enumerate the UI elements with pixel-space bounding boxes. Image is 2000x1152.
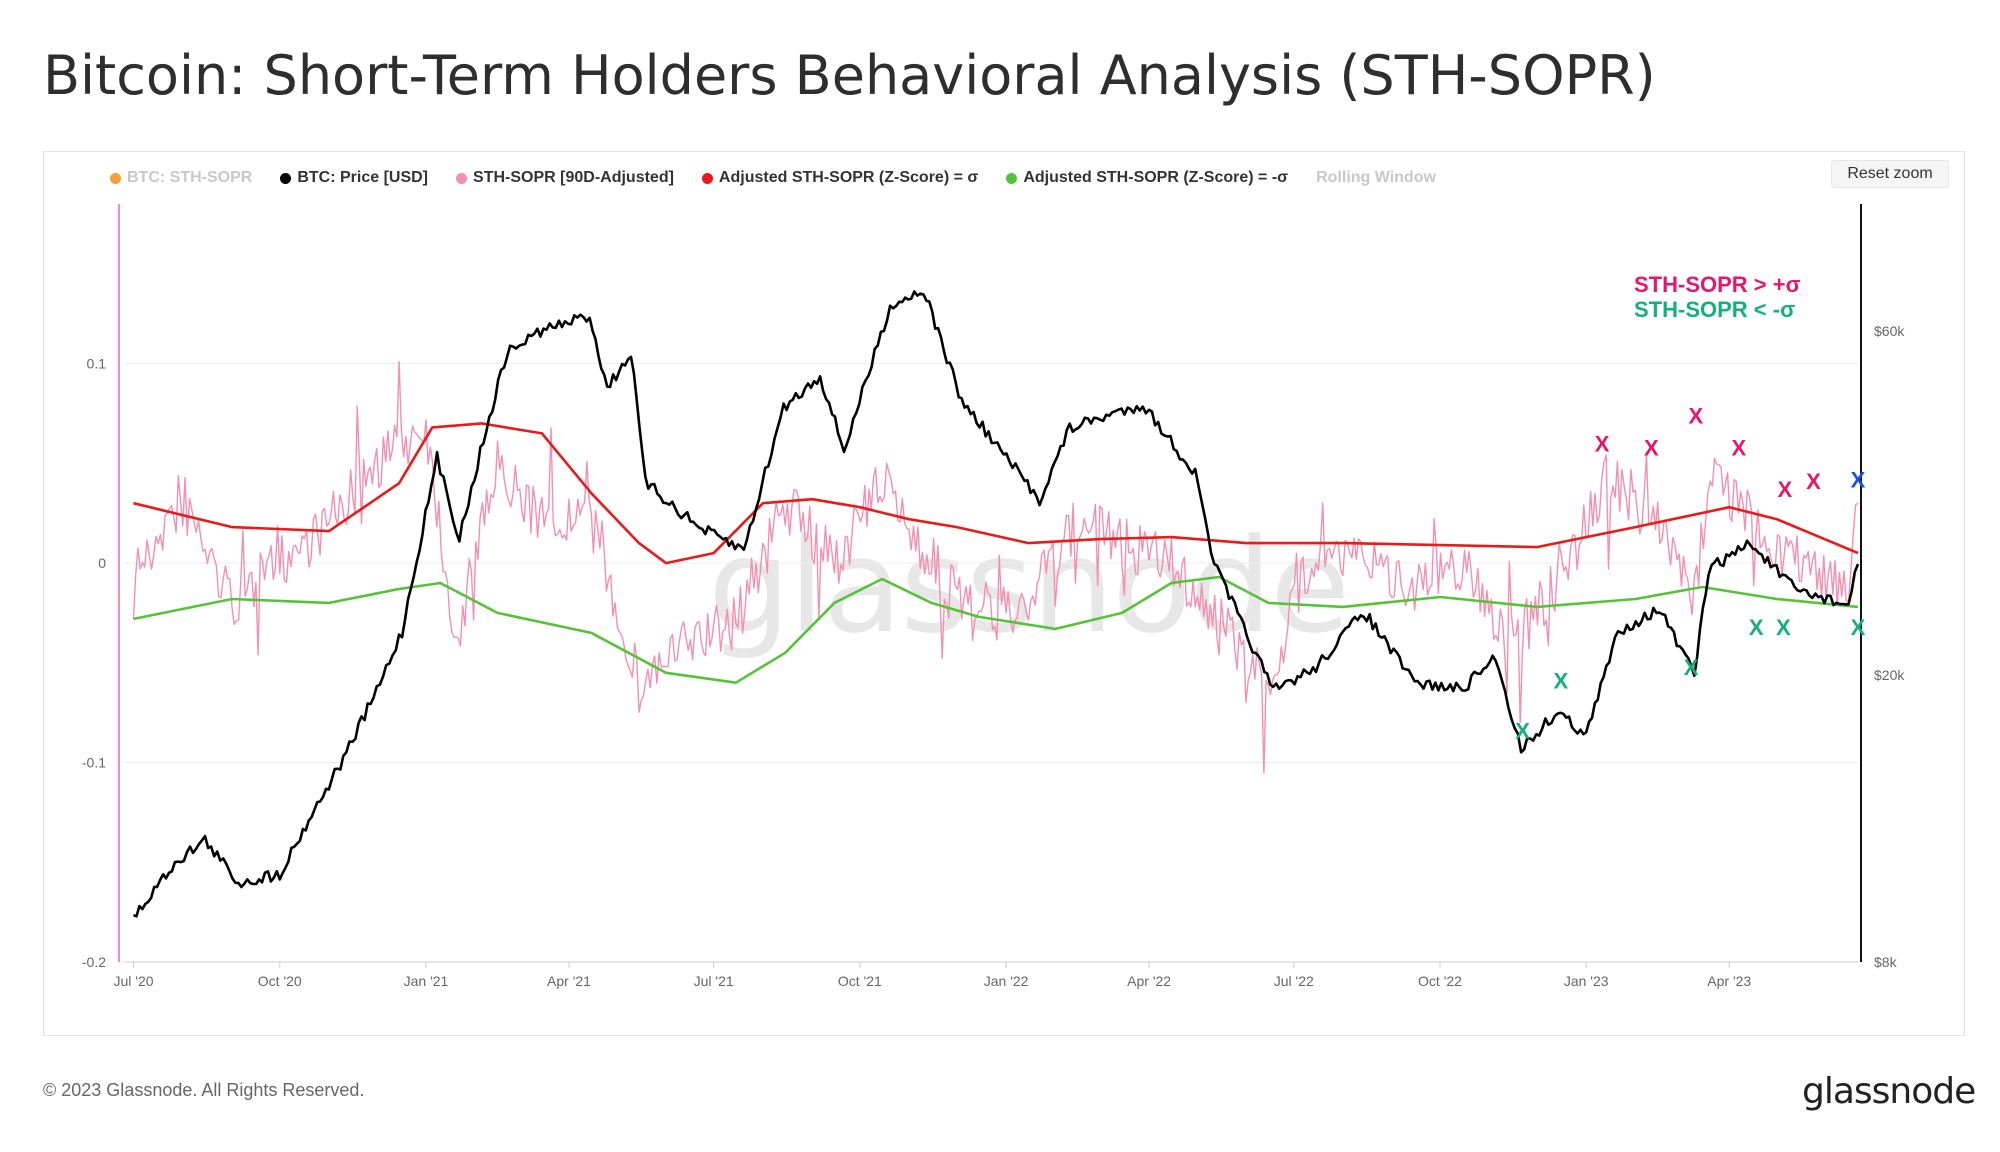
marker-label: X: [1553, 669, 1568, 694]
x-tick-label: Oct '21: [838, 973, 882, 989]
series-line: [133, 422, 1859, 565]
marker-label: X: [1776, 615, 1791, 640]
y-left-tick-label: -0.2: [82, 954, 106, 970]
legend: BTC: STH-SOPR BTC: Price [USD] STH-SOPR …: [110, 167, 1464, 189]
legend-item-upper-band[interactable]: Adjusted STH-SOPR (Z-Score) = σ: [701, 169, 979, 187]
legend-item-lower-band[interactable]: Adjusted STH-SOPR (Z-Score) = -σ: [1006, 169, 1288, 187]
legend-dot-icon: [701, 172, 713, 184]
x-tick-label: Jan '22: [984, 973, 1029, 989]
marker-label: X: [1778, 477, 1793, 502]
legend-dot-icon: [110, 172, 121, 184]
x-tick-label: Jul '20: [114, 973, 154, 989]
legend-item-rolling-window[interactable]: Rolling Window: [1316, 169, 1436, 187]
annotation-lower-band: STH-SOPR < -σ: [1634, 297, 1796, 322]
watermark: glassnode: [708, 510, 1350, 662]
y-right-tick-label: $8k: [1874, 954, 1898, 970]
chart-frame: [43, 151, 1965, 1036]
marker-label: X: [1684, 655, 1699, 680]
legend-label: Adjusted STH-SOPR (Z-Score) = σ: [718, 169, 979, 186]
legend-label: Rolling Window: [1316, 169, 1436, 186]
legend-item-sth-sopr-adjusted[interactable]: STH-SOPR [90D-Adjusted]: [456, 169, 674, 187]
legend-label: Adjusted STH-SOPR (Z-Score) = -σ: [1023, 169, 1289, 186]
series-line: [133, 575, 1859, 684]
marker-label: X: [1851, 615, 1866, 640]
series-line: [133, 290, 1860, 918]
marker-label: X: [1689, 403, 1704, 428]
legend-label: STH-SOPR [90D-Adjusted]: [473, 169, 674, 186]
x-tick-label: Jul '21: [694, 973, 734, 989]
x-tick-label: Jul '22: [1274, 973, 1314, 989]
x-tick-label: Apr '22: [1127, 973, 1171, 989]
page-title: Bitcoin: Short-Term Holders Behavioral A…: [43, 44, 1656, 107]
x-tick-label: Jan '23: [1564, 973, 1609, 989]
y-left-tick-label: 0: [98, 555, 106, 571]
y-left-tick-label: -0.1: [82, 755, 106, 771]
brand-logo: glassnode: [1802, 1071, 1976, 1112]
y-right-tick-label: $20k: [1874, 667, 1905, 683]
marker-label: X: [1749, 615, 1764, 640]
legend-dot-icon: [1006, 172, 1018, 184]
legend-item-sth-sopr[interactable]: BTC: STH-SOPR: [110, 169, 252, 187]
marker-label: X: [1515, 719, 1530, 744]
legend-dot-icon: [456, 172, 468, 184]
x-tick-label: Apr '23: [1707, 973, 1751, 989]
marker-label: X: [1851, 467, 1866, 492]
annotation-upper-band: STH-SOPR > +σ: [1634, 272, 1801, 297]
series-line: [132, 360, 1859, 774]
x-tick-label: Apr '21: [547, 973, 591, 989]
legend-label: BTC: Price [USD]: [297, 169, 429, 186]
y-left-tick-label: 0.1: [87, 356, 107, 372]
copyright: © 2023 Glassnode. All Rights Reserved.: [43, 1080, 365, 1100]
series-layer: [132, 290, 1860, 918]
legend-dot-icon: [280, 172, 292, 184]
legend-item-price[interactable]: BTC: Price [USD]: [280, 169, 428, 187]
marker-label: X: [1731, 435, 1746, 460]
x-tick-label: Oct '22: [1418, 973, 1462, 989]
marker-label: X: [1806, 469, 1821, 494]
reset-zoom-button[interactable]: Reset zoom: [1831, 160, 1949, 188]
marker-label: X: [1644, 435, 1659, 460]
marker-label: X: [1595, 431, 1610, 456]
x-tick-label: Oct '20: [258, 973, 302, 989]
axes: 0.1 0 -0.1 -0.2 $60k $20k $8k Jul '20 Oct '20 Jan…: [82, 204, 1905, 989]
y-right-tick-label: $60k: [1874, 323, 1905, 339]
x-tick-label: Jan '21: [404, 973, 449, 989]
legend-label: BTC: STH-SOPR: [127, 169, 253, 186]
